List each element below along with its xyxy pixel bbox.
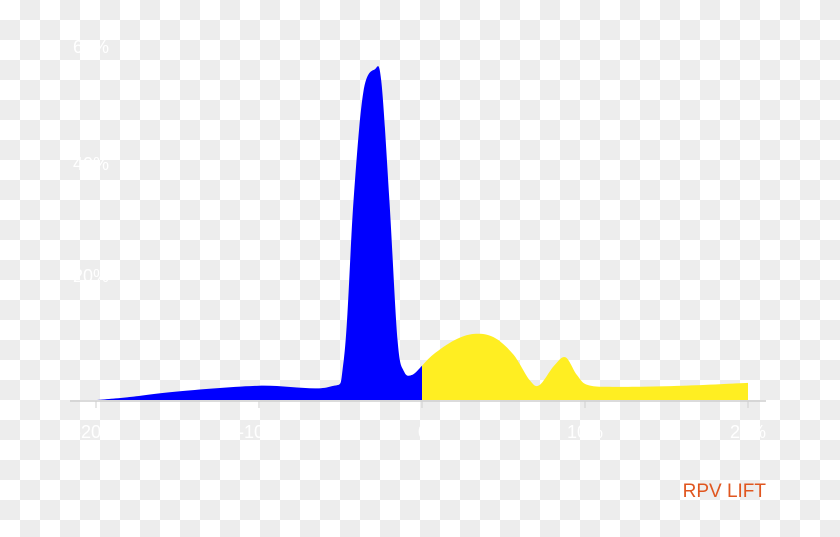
density-area-0 xyxy=(96,66,422,400)
x-tick-label: 0 xyxy=(418,422,428,442)
x-tick-label: -10% xyxy=(238,422,280,442)
x-tick-label: -20% xyxy=(75,422,117,442)
y-tick-label: 60% xyxy=(73,37,109,57)
y-tick-label: 20% xyxy=(73,266,109,286)
x-tick-label: 20% xyxy=(730,422,766,442)
density-area-1 xyxy=(422,333,748,400)
chart-areas xyxy=(96,66,748,400)
x-axis-title: RPV LIFT xyxy=(683,481,767,502)
x-tick-label: 10% xyxy=(567,422,603,442)
y-tick-label: 40% xyxy=(73,154,109,174)
